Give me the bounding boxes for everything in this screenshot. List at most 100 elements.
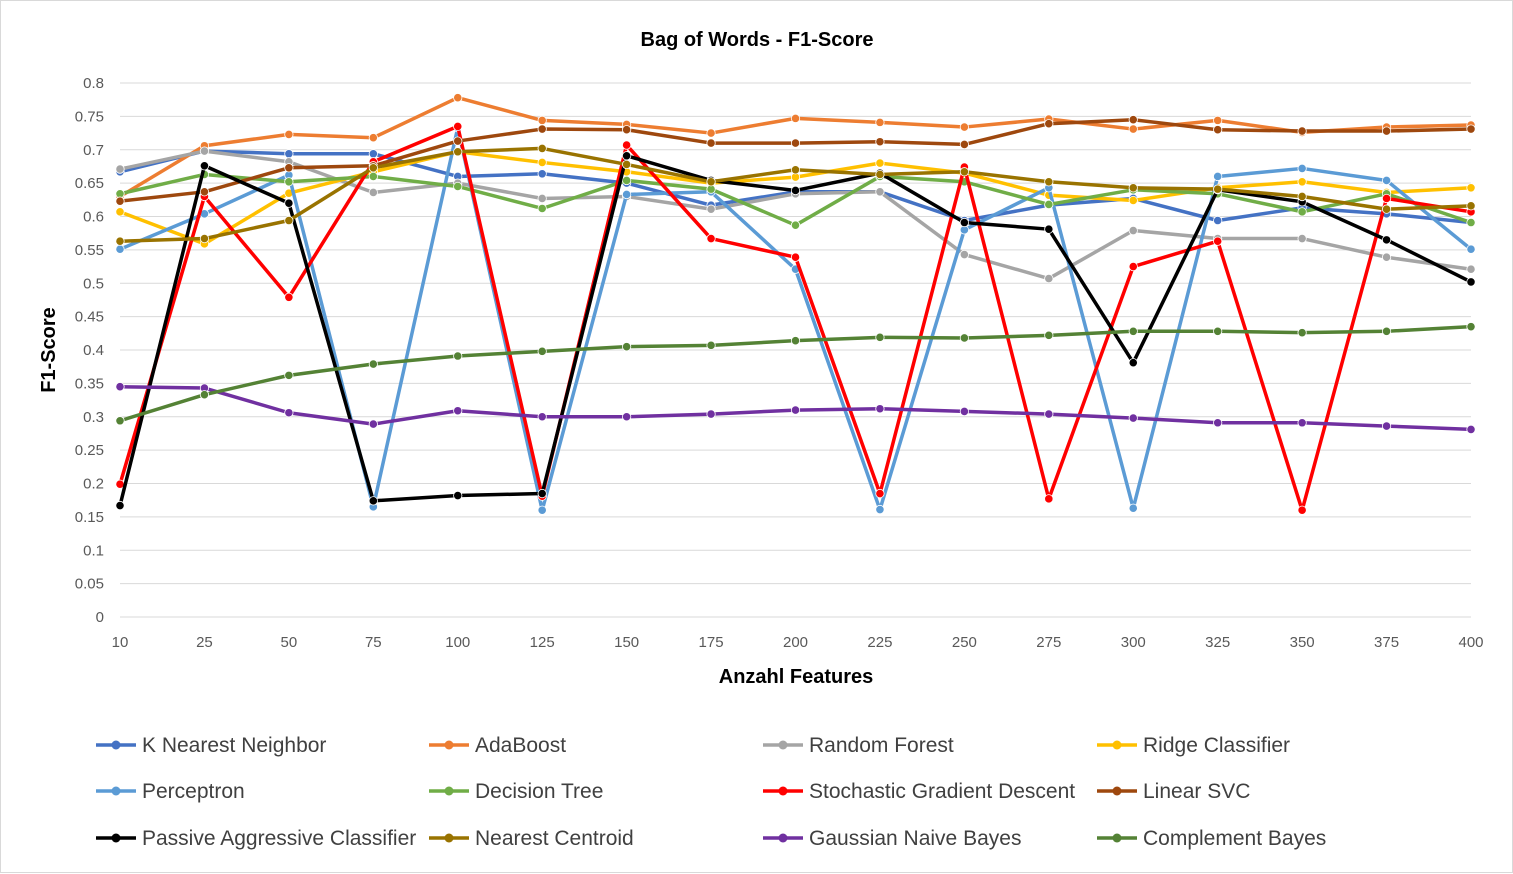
data-point (706, 128, 716, 138)
legend-label: Nearest Centroid (475, 827, 634, 850)
data-point (959, 406, 969, 417)
data-point (1128, 115, 1138, 125)
y-tick-label: 0.1 (83, 542, 104, 559)
data-point (453, 121, 463, 131)
data-point (115, 236, 125, 246)
data-point (537, 115, 547, 125)
legend-label: Random Forest (809, 734, 954, 757)
data-point (1381, 175, 1392, 186)
legend: K Nearest Neighbor AdaBoost Random Forest R… (96, 734, 1326, 850)
x-tick-label: 225 (867, 634, 892, 651)
legend-label: Linear SVC (1143, 780, 1250, 803)
data-point (790, 138, 801, 148)
gridlines (120, 82, 1471, 618)
data-point (1213, 115, 1223, 125)
data-point (790, 113, 801, 123)
data-point (1128, 503, 1138, 513)
y-tick-label: 0.7 (83, 142, 104, 159)
y-axis-title: F1-Score (38, 307, 60, 393)
data-point (1297, 505, 1307, 515)
x-tick-label: 350 (1290, 634, 1315, 651)
data-point (453, 181, 463, 192)
data-point (284, 215, 294, 226)
legend-label: Perceptron (142, 780, 245, 803)
data-point (1381, 204, 1392, 214)
y-tick-label: 0.65 (75, 175, 104, 192)
data-point (537, 143, 547, 154)
data-point (1128, 326, 1138, 336)
data-point (1128, 358, 1138, 368)
data-point (1297, 207, 1307, 217)
data-point (875, 117, 885, 127)
data-point (368, 359, 378, 369)
data-point (1466, 183, 1476, 193)
data-point (706, 233, 716, 244)
legend-marker (111, 833, 121, 843)
data-point (1466, 217, 1476, 228)
data-point (959, 249, 969, 260)
data-point (284, 177, 294, 187)
data-point (1466, 201, 1476, 211)
legend-item: Complement Bayes (1097, 827, 1326, 850)
legend-label: Decision Tree (475, 780, 603, 803)
data-point (115, 500, 125, 511)
legend-item: Random Forest (763, 734, 954, 757)
y-tick-label: 0.6 (83, 209, 104, 226)
legend-marker (1112, 786, 1122, 796)
data-point (875, 158, 885, 168)
data-point (115, 207, 125, 217)
data-point (622, 412, 632, 422)
data-point (1381, 421, 1392, 431)
legend-label: Passive Aggressive Classifier (142, 827, 416, 850)
data-point (115, 164, 125, 174)
data-point (1128, 261, 1138, 272)
y-tick-label: 0.2 (83, 476, 104, 493)
series-passive-aggressive-classifier (115, 151, 1476, 511)
data-point (875, 137, 885, 147)
data-point (1213, 418, 1223, 428)
legend-item: Ridge Classifier (1097, 734, 1290, 757)
data-point (199, 146, 210, 156)
data-point (875, 169, 885, 180)
legend-marker (444, 740, 454, 750)
data-point (199, 187, 210, 197)
data-point (199, 161, 210, 171)
data-point (790, 336, 801, 346)
data-point (1128, 225, 1138, 236)
data-point (453, 490, 463, 501)
data-point (453, 406, 463, 416)
data-point (537, 169, 547, 179)
series-nearest-centroid (115, 143, 1476, 246)
y-tick-label: 0.4 (83, 342, 104, 359)
data-point (1297, 233, 1307, 244)
y-tick-label: 0.05 (75, 576, 104, 593)
chart-title: Bag of Words - F1-Score (641, 29, 874, 51)
data-point (875, 332, 885, 342)
data-point (622, 151, 632, 161)
y-tick-label: 0 (96, 609, 104, 626)
x-tick-label: 400 (1458, 634, 1483, 651)
data-point (1213, 125, 1223, 135)
data-point (622, 125, 632, 135)
data-point (1128, 183, 1138, 193)
x-tick-label: 25 (196, 634, 213, 651)
data-point (537, 412, 547, 422)
data-point (284, 163, 294, 173)
data-point (537, 346, 547, 356)
data-point (1213, 236, 1223, 246)
data-point (622, 140, 632, 150)
data-point (622, 342, 632, 352)
data-point (1128, 124, 1138, 134)
data-point (1044, 199, 1054, 210)
series-perceptron (115, 123, 1476, 515)
data-point (875, 504, 885, 515)
x-tick-label: 200 (783, 634, 808, 651)
data-point (959, 333, 969, 343)
data-point (537, 157, 547, 168)
series-complement-bayes (115, 322, 1476, 426)
data-point (1381, 235, 1392, 245)
data-point (1044, 273, 1054, 284)
x-tick-label: 275 (1036, 634, 1061, 651)
data-point (790, 220, 801, 230)
legend-marker (778, 740, 788, 750)
